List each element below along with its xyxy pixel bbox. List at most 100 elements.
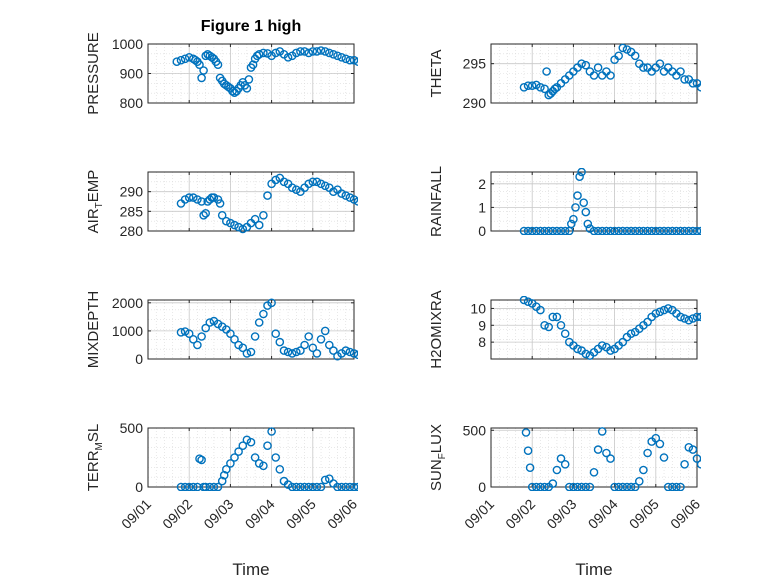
data-point bbox=[710, 456, 717, 463]
data-point bbox=[320, 47, 330, 56]
y-tick-label: 500 bbox=[463, 422, 487, 438]
data-point bbox=[304, 332, 314, 341]
data-point bbox=[341, 482, 351, 491]
data-point bbox=[345, 482, 355, 491]
data-point bbox=[668, 482, 677, 491]
scatter-series bbox=[176, 427, 358, 491]
x-tick-label: 09/02 bbox=[502, 496, 538, 532]
data-point bbox=[367, 63, 374, 70]
data-point bbox=[312, 177, 322, 187]
data-point bbox=[714, 313, 721, 320]
data-point bbox=[312, 349, 322, 358]
data-point bbox=[209, 193, 219, 202]
data-point bbox=[639, 63, 648, 72]
data-point bbox=[532, 226, 541, 235]
data-point bbox=[692, 312, 701, 322]
data-point bbox=[659, 453, 669, 462]
y-tick-label: 290 bbox=[120, 184, 144, 200]
data-point bbox=[655, 307, 665, 317]
y-axis-label: PRESSURE bbox=[85, 32, 102, 115]
data-point bbox=[341, 346, 351, 355]
data-point bbox=[548, 226, 558, 235]
data-point bbox=[726, 227, 733, 234]
data-point bbox=[542, 67, 551, 76]
data-point bbox=[618, 482, 628, 491]
x-tick-label: 09/04 bbox=[585, 496, 621, 532]
data-point bbox=[655, 439, 665, 449]
data-point bbox=[684, 315, 694, 325]
data-point bbox=[536, 305, 545, 315]
data-point bbox=[259, 48, 268, 58]
data-point bbox=[375, 327, 382, 334]
data-point bbox=[672, 226, 681, 235]
data-point bbox=[329, 50, 338, 59]
data-point bbox=[357, 62, 358, 65]
subplot-5: 0 1000 2000 MIXDEPTH bbox=[85, 291, 382, 368]
data-point bbox=[581, 482, 591, 491]
data-point bbox=[279, 177, 289, 187]
data-point bbox=[180, 327, 190, 336]
data-point bbox=[363, 61, 370, 68]
y-tick-label: 8 bbox=[478, 334, 486, 350]
figure-title: Figure 1 high bbox=[201, 18, 301, 35]
data-point bbox=[300, 47, 309, 56]
data-point bbox=[238, 224, 248, 234]
data-point bbox=[176, 327, 186, 337]
data-point bbox=[575, 172, 584, 181]
data-point bbox=[573, 344, 582, 354]
data-point bbox=[254, 459, 264, 468]
data-point bbox=[676, 312, 685, 322]
data-point bbox=[552, 312, 562, 322]
data-point bbox=[647, 226, 656, 235]
data-point bbox=[710, 315, 717, 322]
y-tick-label: 2 bbox=[478, 176, 486, 192]
data-point bbox=[726, 463, 733, 470]
data-point bbox=[209, 482, 219, 491]
data-point bbox=[556, 320, 566, 330]
data-point bbox=[201, 482, 210, 491]
data-point bbox=[197, 332, 206, 341]
x-tick-label: 09/03 bbox=[543, 496, 579, 532]
data-point bbox=[680, 226, 689, 235]
data-point bbox=[718, 466, 725, 473]
data-point bbox=[581, 60, 591, 70]
data-point bbox=[688, 314, 698, 323]
data-point bbox=[341, 191, 351, 200]
data-point bbox=[560, 226, 570, 235]
data-point bbox=[300, 340, 309, 350]
data-point bbox=[349, 349, 358, 358]
data-point bbox=[630, 226, 640, 235]
x-tick-label: 09/01 bbox=[118, 496, 154, 532]
y-tick-label: 800 bbox=[120, 95, 144, 111]
data-point bbox=[688, 226, 698, 235]
data-point bbox=[610, 482, 619, 491]
scatter-series bbox=[172, 46, 386, 97]
y-tick-label: 290 bbox=[463, 95, 487, 111]
data-point bbox=[379, 61, 386, 68]
data-point bbox=[659, 305, 669, 315]
data-point bbox=[213, 482, 223, 491]
data-point bbox=[540, 320, 549, 330]
data-point bbox=[593, 63, 603, 72]
subplot-2: 290 295 THETA bbox=[428, 43, 701, 111]
data-point bbox=[296, 346, 305, 355]
data-point bbox=[593, 445, 603, 454]
data-point bbox=[532, 482, 541, 491]
data-point bbox=[188, 193, 198, 202]
data-point bbox=[371, 64, 378, 71]
data-point bbox=[597, 226, 607, 235]
data-point bbox=[353, 482, 358, 491]
data-point bbox=[308, 47, 318, 56]
scatter-series bbox=[519, 296, 721, 360]
data-point bbox=[630, 51, 640, 61]
data-point bbox=[643, 448, 652, 458]
right-xlabel: Time bbox=[575, 560, 612, 579]
data-point bbox=[250, 214, 260, 224]
x-tick-label: 09/06 bbox=[667, 496, 703, 532]
data-point bbox=[176, 55, 186, 65]
data-point bbox=[333, 51, 342, 61]
data-point bbox=[283, 53, 293, 62]
data-point bbox=[349, 482, 358, 491]
y-axis-label: THETA bbox=[428, 49, 445, 97]
